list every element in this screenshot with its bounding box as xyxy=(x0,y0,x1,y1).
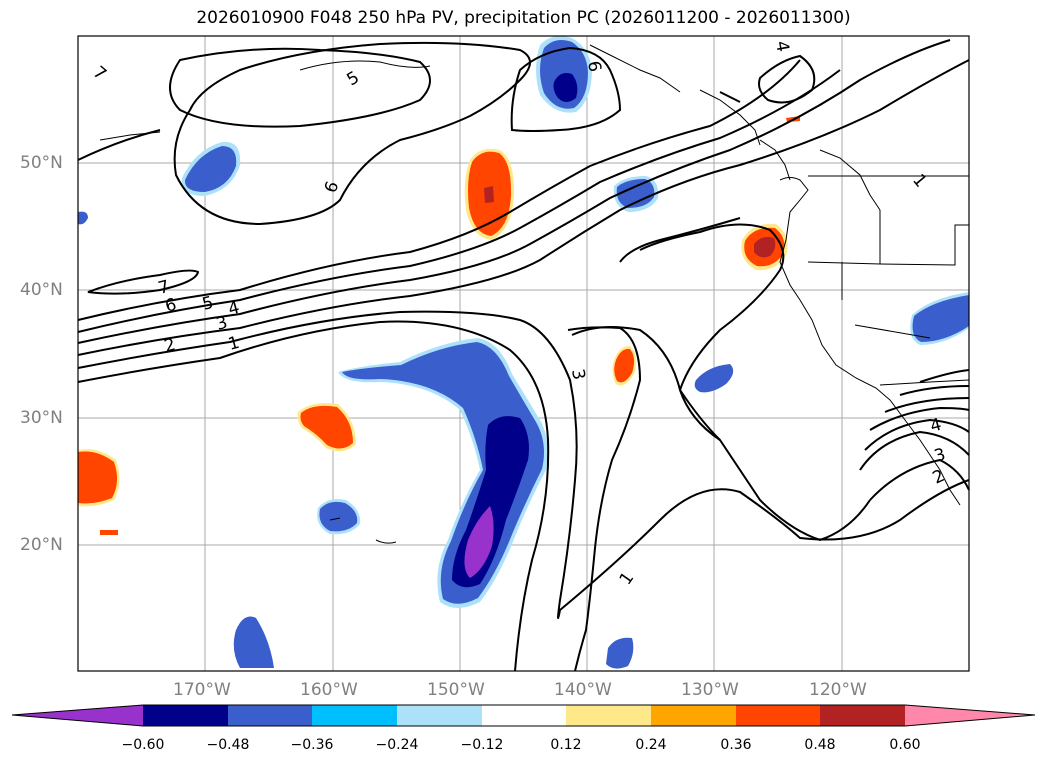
lon-label-120w: 120°W xyxy=(809,680,867,700)
contour-label: 1 xyxy=(226,333,242,355)
colorbar xyxy=(11,704,1036,727)
colorbar-extend-high xyxy=(905,705,1035,726)
contour-label: 3 xyxy=(567,367,589,381)
lat-label-20n: 20°N xyxy=(20,535,63,555)
lat-label-50n: 50°N xyxy=(20,153,63,173)
lon-label-170w: 170°W xyxy=(173,680,231,700)
lat-label-30n: 30°N xyxy=(20,408,63,428)
contour-label: 7 xyxy=(156,277,172,299)
colorbar-tick-label: 0.60 xyxy=(889,737,921,753)
contour-label: 4 xyxy=(928,415,944,437)
colorbar-segment xyxy=(736,705,820,726)
map-frame xyxy=(77,35,970,672)
colorbar-segment xyxy=(397,705,482,726)
lon-label-130w: 130°W xyxy=(681,680,739,700)
contour-label: 3 xyxy=(214,313,230,335)
contour-label: 4 xyxy=(226,298,242,320)
colorbar-segment xyxy=(143,705,228,726)
contour-label: 5 xyxy=(200,293,216,315)
colorbar-tick-label: 0.12 xyxy=(550,737,582,753)
contour-label: 6 xyxy=(583,59,605,73)
contour-label: 2 xyxy=(162,335,178,357)
pv-contours xyxy=(77,39,970,672)
contour-label: 4 xyxy=(771,39,793,53)
lon-label-140w: 140°W xyxy=(554,680,612,700)
colorbar-tick-label: −0.12 xyxy=(460,737,504,753)
colorbar-segment xyxy=(651,705,736,726)
colorbar-segment xyxy=(566,705,651,726)
colorbar-tick-label: 0.36 xyxy=(720,737,752,753)
lat-label-40n: 40°N xyxy=(20,280,63,300)
colorbar-segment xyxy=(482,705,566,726)
colorbar-tick-label: 0.24 xyxy=(635,737,667,753)
colorbar-tick-label: −0.60 xyxy=(121,737,165,753)
contour-label: 3 xyxy=(932,445,948,467)
colorbar-segment xyxy=(228,705,312,726)
colorbar-segment xyxy=(820,705,905,726)
lon-label-150w: 150°W xyxy=(427,680,485,700)
colorbar-outline xyxy=(11,704,1036,727)
coastlines xyxy=(99,44,970,544)
colorbar-tick-label: −0.24 xyxy=(375,737,419,753)
colorbar-tick-label: −0.48 xyxy=(206,737,250,753)
contour-label: 6 xyxy=(163,295,179,317)
map-area xyxy=(78,36,969,671)
lon-label-160w: 160°W xyxy=(300,680,358,700)
colorbar-segment xyxy=(312,705,397,726)
colorbar-tick-label: −0.36 xyxy=(290,737,334,753)
colorbar-extend-low xyxy=(12,705,143,726)
precipitation-shading xyxy=(78,36,969,669)
map-title: 2026010900 F048 250 hPa PV, precipitatio… xyxy=(196,8,851,28)
colorbar-tick-label: 0.48 xyxy=(804,737,836,753)
